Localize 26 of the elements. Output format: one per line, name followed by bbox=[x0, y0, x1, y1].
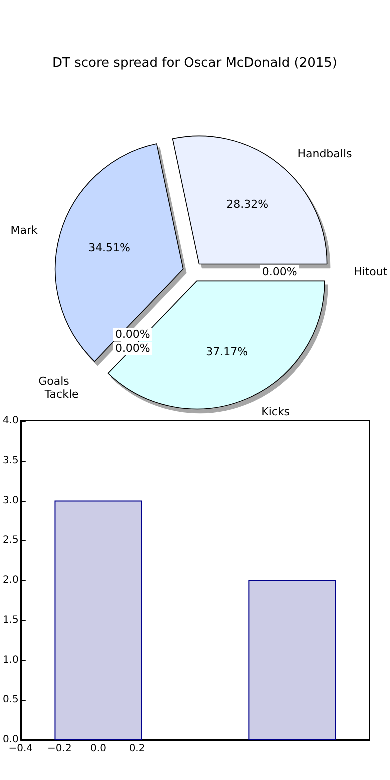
x-tick-label: −0.2 bbox=[48, 744, 72, 754]
y-tick-label: 2.5 bbox=[2, 535, 19, 546]
chart-title: DT score spread for Oscar McDonald (2015) bbox=[52, 56, 338, 71]
category-label: Tackle bbox=[44, 388, 79, 402]
y-tick-label: 3.0 bbox=[2, 495, 19, 506]
data-label: 34.51% bbox=[88, 242, 131, 255]
y-tick-label: 0.5 bbox=[2, 694, 19, 706]
y-tick-label: 2.0 bbox=[2, 575, 19, 586]
text: 0.00% bbox=[115, 328, 150, 342]
text: 0.00% bbox=[262, 266, 298, 278]
y-tick-label: 3.5 bbox=[2, 455, 19, 466]
data-label: 28.32% bbox=[226, 198, 269, 212]
x-tick-label: 0.2 bbox=[129, 744, 146, 754]
y-tick-label: 1.5 bbox=[2, 614, 19, 626]
data-label: 37.17% bbox=[206, 345, 248, 358]
category-label: Hitout bbox=[354, 266, 388, 278]
y-tick-label: 1.0 bbox=[2, 654, 19, 666]
y-tick-label: 4.0 bbox=[2, 416, 19, 426]
slice-label: Kicks bbox=[262, 405, 290, 418]
x-tick-label: −0.4 bbox=[8, 744, 34, 754]
category-label: Goals bbox=[38, 375, 70, 388]
y-tick-label: 0.0 bbox=[2, 734, 19, 746]
slice-label: Handballs bbox=[298, 147, 353, 160]
slice-label: Mark bbox=[10, 224, 38, 237]
x-tick-label: 0.0 bbox=[90, 744, 106, 754]
text: 0.00% bbox=[115, 342, 150, 356]
